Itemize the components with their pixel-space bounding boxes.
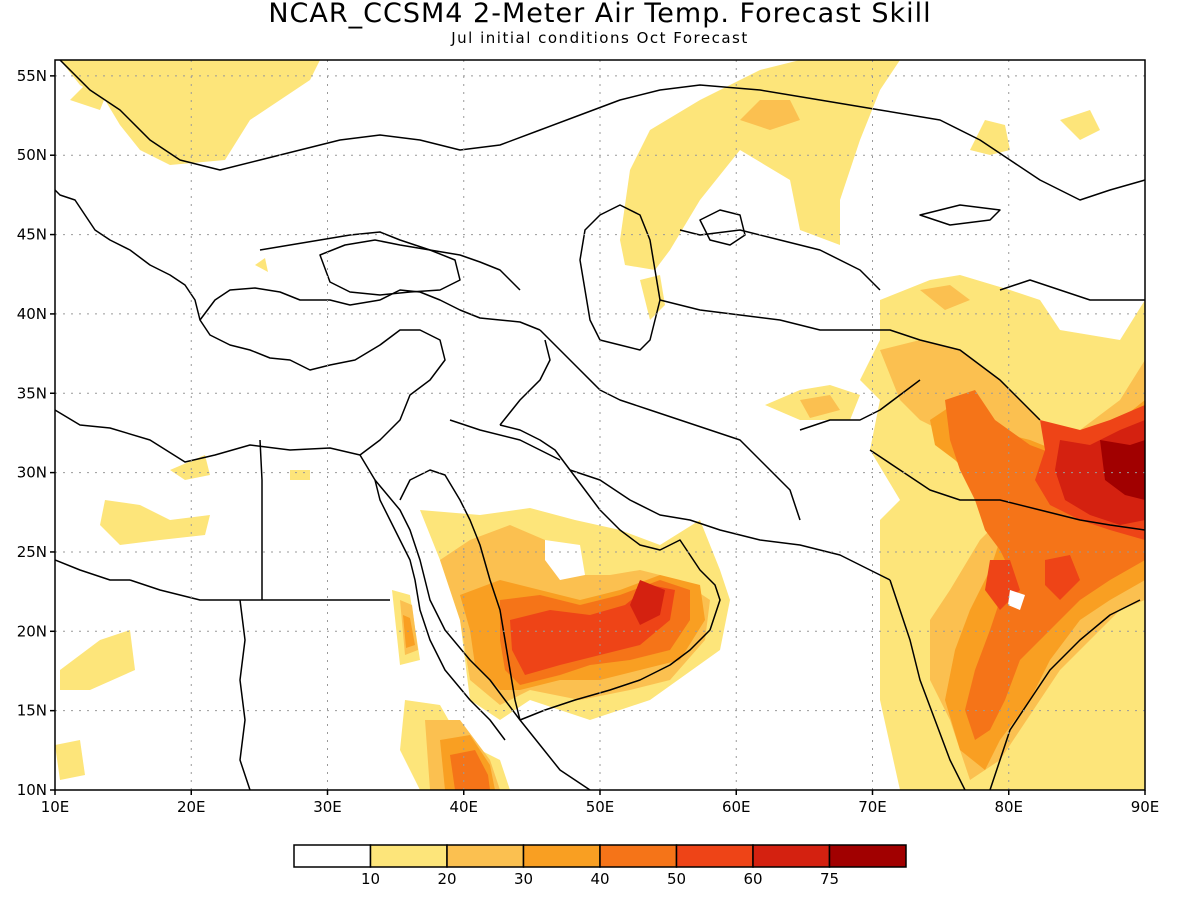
lon-tick-label: 90E	[1131, 798, 1160, 816]
lat-tick-labels: 55N 50N 45N 40N 35N 30N 25N 20N 15N 10N	[17, 67, 47, 799]
lat-tick-label: 30N	[17, 464, 47, 482]
shade-chad	[60, 630, 135, 690]
shade-poland	[60, 60, 320, 165]
shade-caspian-spot	[640, 275, 665, 320]
lon-tick-label: 30E	[313, 798, 342, 816]
lat-tick-label: 50N	[17, 146, 47, 164]
colorbar-label: 10	[361, 870, 380, 888]
shade-italy-spot	[70, 80, 110, 110]
lon-tick-label: 60E	[722, 798, 751, 816]
shade-iran-20	[800, 395, 840, 418]
lat-tick-label: 45N	[17, 226, 47, 244]
coastlines	[55, 60, 1145, 790]
chart-title: NCAR_CCSM4 2-Meter Air Temp. Forecast Sk…	[268, 0, 932, 29]
chart-subtitle: Jul initial conditions Oct Forecast	[451, 29, 749, 47]
lat-tick-label: 25N	[17, 543, 47, 561]
shade-ethiopia-40	[450, 750, 490, 790]
lon-tick-label: 40E	[449, 798, 478, 816]
colorbar: 10 20 30 40 50 60 75	[293, 844, 907, 888]
tick-marks	[50, 75, 1146, 795]
lon-tick-label: 50E	[586, 798, 615, 816]
colorbar-swatch	[522, 844, 601, 868]
shade-egypt-spot	[290, 470, 310, 480]
shade-india-50b	[1045, 555, 1080, 600]
lat-tick-label: 35N	[17, 384, 47, 402]
colorbar-label: 50	[667, 870, 686, 888]
shade-balkhash	[970, 120, 1010, 155]
lat-tick-label: 10N	[17, 781, 47, 799]
shade-kazakh-20	[740, 100, 800, 130]
colorbar-swatch	[675, 844, 754, 868]
skill-shading	[55, 60, 1145, 790]
shade-libya	[170, 455, 210, 480]
lat-tick-label: 20N	[17, 622, 47, 640]
shade-tajik-20	[920, 285, 970, 310]
colorbar-label: 20	[437, 870, 456, 888]
shade-romania-spot	[255, 258, 268, 272]
colorbar-swatch	[828, 844, 907, 868]
colorbar-swatch	[293, 844, 372, 868]
colorbar-label: 30	[514, 870, 533, 888]
lat-tick-label: 55N	[17, 67, 47, 85]
lon-tick-label: 20E	[177, 798, 206, 816]
shade-arabia-60	[630, 580, 665, 625]
lon-tick-label: 80E	[994, 798, 1023, 816]
colorbar-label: 60	[743, 870, 762, 888]
shade-mongolia-edge	[1060, 110, 1100, 140]
colorbar-swatch	[599, 844, 678, 868]
colorbar-swatch	[752, 844, 831, 868]
shade-sahel	[100, 500, 210, 545]
lon-tick-labels: 10E 20E 30E 40E 50E 60E 70E 80E 90E	[41, 798, 1160, 816]
gridlines	[55, 60, 1145, 790]
lat-tick-label: 15N	[17, 702, 47, 720]
shade-kazakhstan	[620, 60, 900, 270]
lat-tick-label: 40N	[17, 305, 47, 323]
colorbar-swatch	[369, 844, 448, 868]
colorbar-label: 40	[590, 870, 609, 888]
shade-cameroon	[55, 740, 85, 780]
lon-tick-label: 10E	[41, 798, 70, 816]
colorbar-swatch	[446, 844, 525, 868]
colorbar-label: 75	[820, 870, 839, 888]
shade-nepal-75	[1100, 440, 1145, 500]
lon-tick-label: 70E	[858, 798, 887, 816]
